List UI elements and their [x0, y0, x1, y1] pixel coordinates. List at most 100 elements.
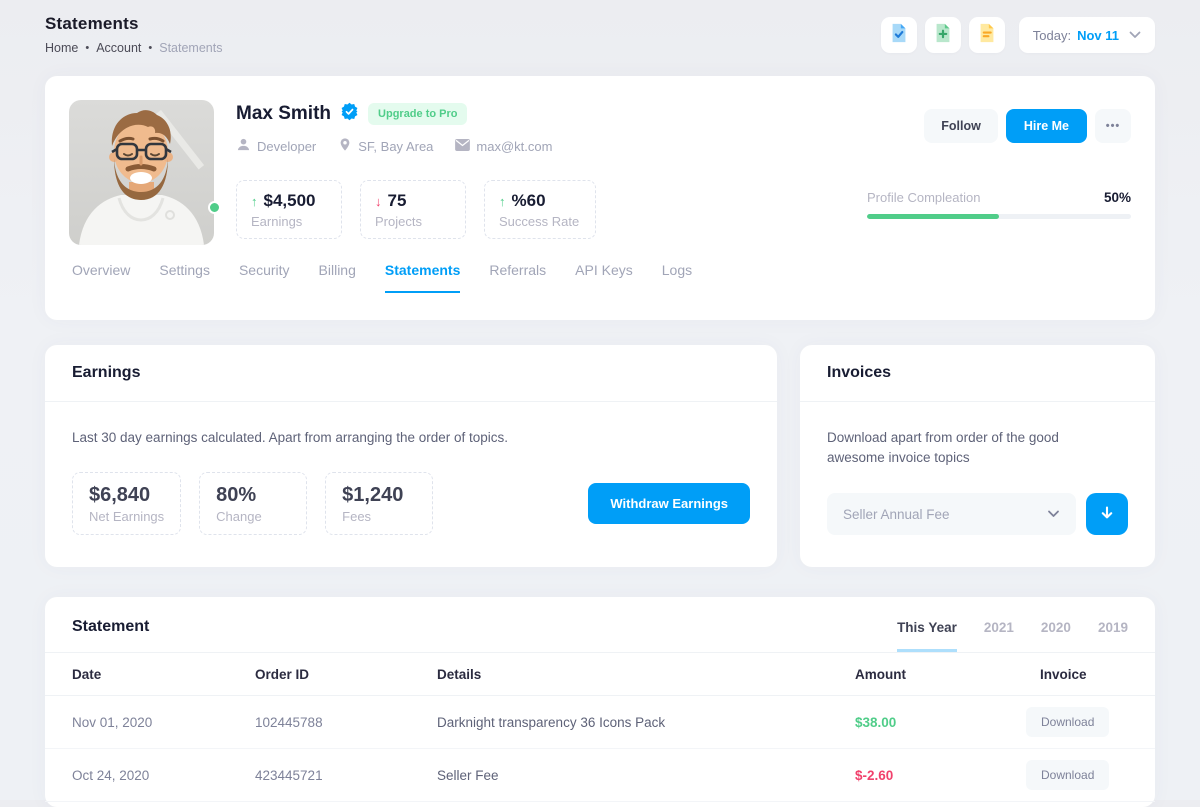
- file-plus-button[interactable]: [924, 17, 961, 53]
- map-pin-icon: [338, 137, 352, 155]
- profile-actions-area: Follow Hire Me ••• Profile Compleation 5…: [839, 100, 1131, 245]
- arrow-up-icon: ↑: [499, 193, 506, 209]
- invoices-header: Invoices: [800, 345, 1155, 402]
- earnings-header: Earnings: [45, 345, 777, 402]
- file-lines-button[interactable]: [968, 17, 1005, 53]
- progress-bar: [867, 214, 1131, 219]
- date-value: Nov 11: [1077, 27, 1119, 43]
- breadcrumb: Home • Account • Statements: [45, 41, 222, 55]
- more-options-button[interactable]: •••: [1095, 109, 1131, 143]
- tab-overview[interactable]: Overview: [72, 262, 131, 278]
- arrow-down-icon: [1099, 505, 1115, 524]
- cell-date: Oct 24, 2020: [72, 767, 150, 783]
- avatar: [69, 100, 221, 245]
- stat-success-rate: ↑ %60 Success Rate: [484, 180, 597, 239]
- stat-fees: $1,240 Fees: [325, 472, 434, 535]
- date-label: Today:: [1032, 27, 1072, 43]
- earnings-card: Earnings Last 30 day earnings calculated…: [45, 345, 777, 567]
- top-bar: Statements Home • Account • Statements: [45, 0, 1155, 76]
- top-bar-left: Statements Home • Account • Statements: [45, 14, 222, 55]
- download-invoice-button[interactable]: Download: [1026, 760, 1110, 790]
- breadcrumb-separator: •: [148, 42, 153, 54]
- table-header-row: Date Order ID Details Amount Invoice: [45, 653, 1155, 696]
- verified-badge-icon: [340, 102, 359, 126]
- invoices-title: Invoices: [827, 364, 892, 381]
- chevron-down-icon: [1047, 505, 1060, 523]
- stat-earnings: ↑ $4,500 Earnings: [236, 180, 342, 239]
- year-tab-this-year[interactable]: This Year: [897, 620, 957, 652]
- breadcrumb-home[interactable]: Home: [45, 41, 79, 55]
- tab-api-keys[interactable]: API Keys: [575, 262, 633, 278]
- earnings-description: Last 30 day earnings calculated. Apart f…: [72, 430, 509, 445]
- profile-tabs: Overview Settings Security Billing State…: [48, 262, 1155, 293]
- stat-net-earnings: $6,840 Net Earnings: [72, 472, 182, 535]
- user-icon: [236, 137, 251, 155]
- year-tab-2020[interactable]: 2020: [1040, 620, 1071, 635]
- earnings-title: Earnings: [72, 364, 141, 381]
- hire-me-button[interactable]: Hire Me: [1005, 109, 1087, 143]
- avatar-image: [69, 100, 214, 245]
- breadcrumb-account[interactable]: Account: [96, 41, 142, 55]
- mail-icon: [455, 138, 471, 154]
- cell-details: Darknight transparency 36 Icons Pack: [437, 714, 666, 730]
- invoices-card: Invoices Download apart from order of th…: [800, 345, 1155, 567]
- file-plus-icon: [932, 22, 954, 49]
- profile-info: Max Smith Upgrade to Pro Developer SF, B…: [236, 100, 839, 245]
- cell-amount: $-2.60: [855, 767, 894, 783]
- tab-settings[interactable]: Settings: [159, 262, 210, 278]
- profile-header: Max Smith Upgrade to Pro Developer SF, B…: [45, 76, 1155, 245]
- progress-bar-fill: [867, 214, 999, 219]
- name-row: Max Smith Upgrade to Pro: [236, 102, 839, 126]
- profile-stats: ↑ $4,500 Earnings ↓ 75 Projects ↑ %60 Succe…: [236, 180, 839, 239]
- tab-logs[interactable]: Logs: [661, 262, 693, 278]
- invoices-description: Download apart from order of the good aw…: [827, 430, 1059, 465]
- ellipsis-icon: •••: [1105, 120, 1121, 132]
- year-tabs: This Year 2021 2020 2019: [897, 620, 1128, 652]
- tab-billing[interactable]: Billing: [318, 262, 356, 278]
- meta-email: max@kt.com: [455, 138, 552, 154]
- tab-security[interactable]: Security: [238, 262, 290, 278]
- cell-order-id: 102445788: [255, 714, 323, 730]
- download-invoice-button[interactable]: Download: [1026, 707, 1110, 737]
- withdraw-earnings-button[interactable]: Withdraw Earnings: [588, 483, 750, 524]
- column-details: Details: [437, 666, 482, 682]
- statement-title: Statement: [72, 618, 150, 635]
- invoices-body: Download apart from order of the good aw…: [800, 402, 1155, 562]
- profile-meta: Developer SF, Bay Area max@kt.com: [236, 137, 839, 155]
- file-check-button[interactable]: [880, 17, 917, 53]
- tab-referrals[interactable]: Referrals: [489, 262, 547, 278]
- middle-row: Earnings Last 30 day earnings calculated…: [45, 345, 1155, 567]
- page-title: Statements: [45, 14, 139, 33]
- invoice-select[interactable]: Seller Annual Fee: [827, 493, 1076, 535]
- column-date: Date: [72, 666, 102, 682]
- date-picker[interactable]: Today: Nov 11: [1018, 17, 1155, 53]
- column-invoice: Invoice: [1040, 666, 1087, 682]
- cell-details: Seller Fee: [437, 767, 499, 783]
- statement-card: Statement This Year 2021 2020 2019 Date …: [45, 597, 1155, 807]
- year-tab-2019[interactable]: 2019: [1097, 620, 1128, 635]
- upgrade-pro-badge[interactable]: Upgrade to Pro: [368, 103, 468, 125]
- statement-header: Statement This Year 2021 2020 2019: [45, 597, 1155, 653]
- earnings-body: Last 30 day earnings calculated. Apart f…: [45, 402, 777, 562]
- file-lines-icon: [976, 22, 998, 49]
- progress-value: 50%: [1103, 190, 1131, 205]
- profile-completion: Profile Compleation 50%: [867, 190, 1131, 219]
- earnings-stats: $6,840 Net Earnings 80% Change $1,240 Fe…: [72, 472, 750, 535]
- online-status-dot: [208, 201, 221, 214]
- table-row: Oct 24, 2020 423445721 Seller Fee $-2.60…: [45, 749, 1155, 802]
- arrow-down-icon: ↓: [375, 193, 382, 209]
- cell-date: Nov 01, 2020: [72, 714, 153, 730]
- invoice-download-button[interactable]: [1086, 493, 1128, 535]
- follow-button[interactable]: Follow: [924, 109, 998, 143]
- arrow-up-icon: ↑: [251, 193, 258, 209]
- breadcrumb-current: Statements: [159, 41, 223, 55]
- file-check-icon: [888, 22, 910, 49]
- meta-location: SF, Bay Area: [338, 137, 433, 155]
- breadcrumb-separator: •: [85, 42, 90, 54]
- tab-statements[interactable]: Statements: [384, 262, 461, 293]
- year-tab-2021[interactable]: 2021: [983, 620, 1014, 635]
- stat-change: 80% Change: [199, 472, 308, 535]
- invoice-select-value: Seller Annual Fee: [843, 506, 950, 522]
- top-bar-actions: Today: Nov 11: [880, 17, 1155, 53]
